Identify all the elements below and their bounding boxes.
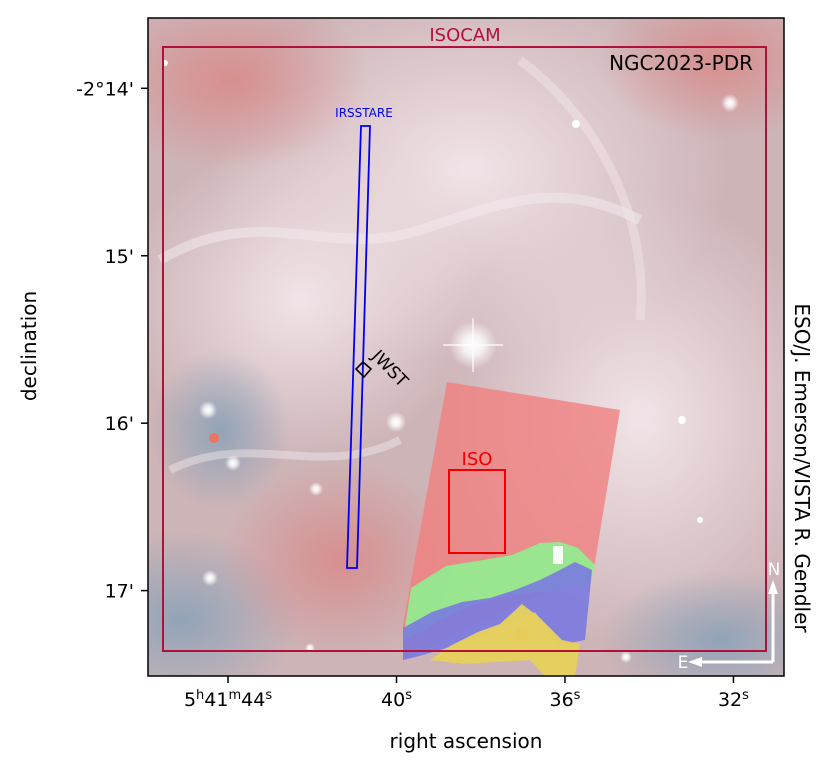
footprints (162, 46, 767, 652)
iso-label: ISO (462, 449, 493, 470)
compass: N E (678, 560, 781, 673)
coverage-map-yellow (430, 604, 580, 676)
axes-frame (147, 17, 785, 677)
x-axis-label: right ascension (390, 729, 543, 753)
isocam-footprint (162, 46, 767, 652)
y-tick-label: 16' (105, 413, 134, 435)
y-axis-ticks: -2°14' 15' 16' 17' (76, 78, 148, 603)
compass-east-label: E (678, 653, 689, 673)
irsstare-footprint (346, 125, 371, 569)
y-tick-label: 17' (105, 581, 134, 603)
irsstare-label: IRSSTARE (335, 106, 393, 120)
jwst-footprint (354, 360, 373, 379)
x-axis-ticks: 5h41m44s 40s 36s 32s (184, 676, 749, 711)
iso-footprint (448, 469, 506, 554)
coverage-map (403, 382, 620, 676)
x-tick-label: 5h41m44s (184, 688, 272, 712)
x-tick-label: 32s (718, 688, 749, 712)
isocam-label: ISOCAM (429, 25, 500, 46)
y-axis-label: declination (17, 291, 41, 401)
coverage-map-green (403, 542, 595, 640)
nebula-image (148, 18, 784, 676)
compass-north-label: N (768, 560, 781, 580)
image-credit: ESO/J. Emerson/VISTA R. Gendler (790, 303, 814, 633)
coverage-map-blue (403, 562, 592, 660)
x-tick-label: 40s (381, 688, 412, 712)
y-tick-label: 15' (105, 246, 134, 268)
chart-title: NGC2023-PDR (609, 51, 753, 75)
y-tick-label: -2°14' (76, 78, 134, 100)
x-tick-label: 36s (549, 688, 580, 712)
